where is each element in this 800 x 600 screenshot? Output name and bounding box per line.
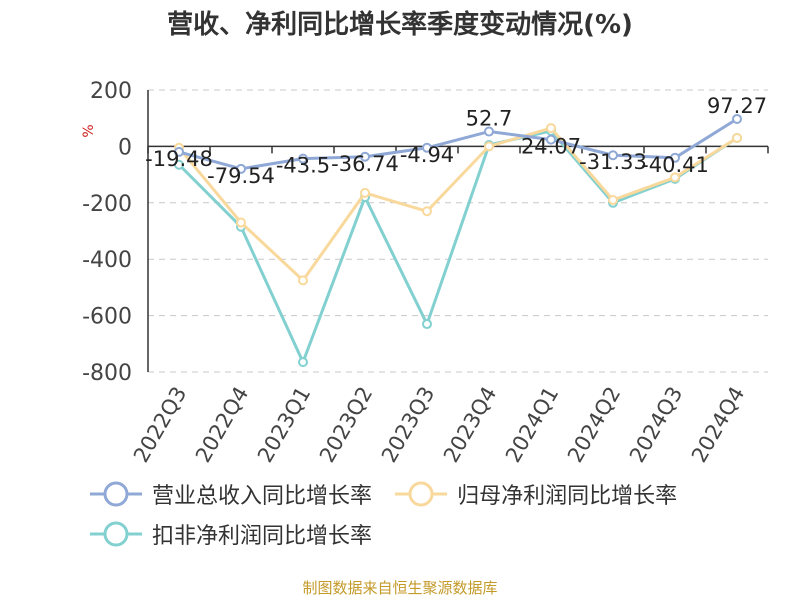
data-label: 52.7: [466, 107, 513, 131]
data-point-0: [236, 163, 246, 174]
chart-title: 营收、净利同比增长率季度变动情况(%): [167, 10, 633, 40]
x-tick-label: 2023Q1: [253, 383, 315, 467]
data-point-0: [608, 150, 618, 161]
data-point-1: [236, 217, 246, 228]
legend-deducted-profit-icon: [90, 521, 142, 547]
grid-layer: [148, 89, 768, 373]
data-point-0: [360, 151, 370, 162]
series-line-2: [177, 129, 738, 364]
data-point-1: [360, 187, 370, 198]
legend-item-deducted-profit[interactable]: 扣非净利润同比增长率: [90, 514, 372, 554]
data-label: -19.48: [145, 147, 213, 171]
data-point-0: [484, 126, 494, 137]
data-point-1: [670, 172, 680, 183]
data-label: 24.07: [521, 135, 581, 159]
data-point-1: [298, 275, 308, 286]
data-point-0: [732, 113, 742, 124]
x-tick-label: 2022Q4: [191, 383, 253, 467]
data-point-2: [298, 357, 308, 368]
y-axis-label: %: [81, 124, 97, 137]
data-point-1: [484, 141, 494, 152]
series-layer: [174, 113, 742, 368]
data-point-0: [422, 142, 432, 153]
y-tick-label: 200: [90, 79, 132, 104]
x-tick-label: 2024Q2: [563, 383, 625, 467]
data-label: -31.33: [579, 150, 647, 174]
x-tick-label: 2024Q1: [501, 383, 563, 467]
data-label: -4.94: [400, 143, 454, 167]
y-tick-label: -800: [82, 361, 132, 386]
data-label: 97.27: [707, 94, 767, 118]
data-point-2: [422, 319, 432, 330]
data-point-1: [732, 132, 742, 143]
data-point-0: [298, 153, 308, 164]
data-label: -79.54: [207, 164, 275, 188]
y-tick-label: -400: [82, 248, 132, 273]
x-tick-label: 2024Q3: [625, 383, 687, 467]
x-tick-label: 2024Q4: [687, 383, 749, 467]
legend-item-revenue[interactable]: 营业总收入同比增长率: [90, 474, 372, 514]
y-tick-label: -600: [82, 305, 132, 330]
series-line-1: [177, 126, 738, 282]
x-tick-label: 2023Q3: [377, 383, 439, 467]
data-point-2: [174, 159, 184, 170]
data-point-0: [546, 134, 556, 145]
x-tick-label: 2023Q2: [315, 383, 377, 467]
data-point-1: [608, 194, 618, 205]
y-tick-label: -200: [82, 192, 132, 217]
legend-label-net-profit: 归母净利润同比增长率: [457, 484, 678, 509]
source-note: 制图数据来自恒生聚源数据库: [302, 579, 498, 597]
x-tick-label: 2022Q3: [129, 383, 191, 467]
data-point-1: [546, 123, 556, 134]
data-label: -43.5: [276, 154, 330, 178]
data-point-1: [422, 206, 432, 217]
y-tick-label: 0: [118, 135, 132, 160]
data-label: -36.74: [331, 152, 399, 176]
legend-revenue-icon: [90, 481, 142, 507]
legend-net-profit-icon: [395, 481, 448, 507]
legend-item-net-profit[interactable]: 归母净利润同比增长率: [395, 474, 677, 514]
series-line-0: [178, 117, 738, 171]
data-label: -40.41: [641, 153, 709, 177]
data-point-0: [670, 152, 680, 163]
legend-label-revenue: 营业总收入同比增长率: [152, 484, 373, 509]
legend: 营业总收入同比增长率 归母净利润同比增长率 扣非净利润同比增长率: [90, 474, 790, 554]
legend-label-deducted-profit: 扣非净利润同比增长率: [152, 524, 373, 549]
data-point-0: [174, 146, 184, 157]
x-tick-label: 2023Q4: [439, 383, 501, 467]
data-label-layer: -19.48-79.54 -43.5 -36.74 -4.94 52.7 24.07-31…: [145, 94, 767, 188]
